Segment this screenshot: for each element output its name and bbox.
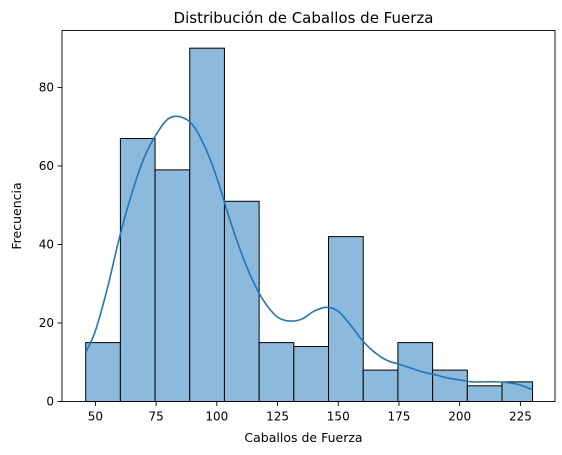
x-tick-label: 200: [448, 410, 471, 424]
y-tick-label: 40: [39, 237, 54, 251]
x-tick-label: 150: [327, 410, 350, 424]
y-tick-label: 60: [39, 159, 54, 173]
histogram-bar: [119, 137, 156, 403]
x-tick-label: 50: [88, 410, 103, 424]
x-tick-label: 125: [266, 410, 289, 424]
histogram-bar: [189, 47, 225, 403]
x-tick-label: 75: [148, 410, 163, 424]
chart-title: Distribución de Caballos de Fuerza: [174, 9, 434, 27]
y-tick-label: 0: [46, 395, 54, 409]
y-axis-label: Frecuencia: [9, 182, 24, 249]
histogram-bar: [85, 342, 121, 403]
histogram-bar: [466, 385, 503, 402]
histogram-bar: [154, 169, 191, 402]
x-tick-label: 175: [388, 410, 411, 424]
histogram-bar: [397, 342, 434, 403]
histogram-bar: [293, 346, 330, 403]
histogram-bars: [85, 47, 534, 403]
x-tick-label: 225: [509, 410, 532, 424]
x-axis-ticks: 50 75 100 125 150 175 200 225: [88, 401, 532, 424]
histogram-bar: [258, 342, 295, 403]
kde-curve: [84, 115, 533, 391]
y-tick-label: 80: [39, 80, 54, 94]
x-axis-label: Caballos de Fuerza: [244, 430, 362, 445]
plot-frame: [61, 30, 556, 402]
y-axis-ticks: 0 20 40 60 80: [39, 80, 62, 409]
y-tick-label: 20: [39, 316, 54, 330]
histogram-bar: [362, 369, 399, 402]
histogram-bar: [223, 200, 260, 402]
x-tick-label: 100: [205, 410, 228, 424]
